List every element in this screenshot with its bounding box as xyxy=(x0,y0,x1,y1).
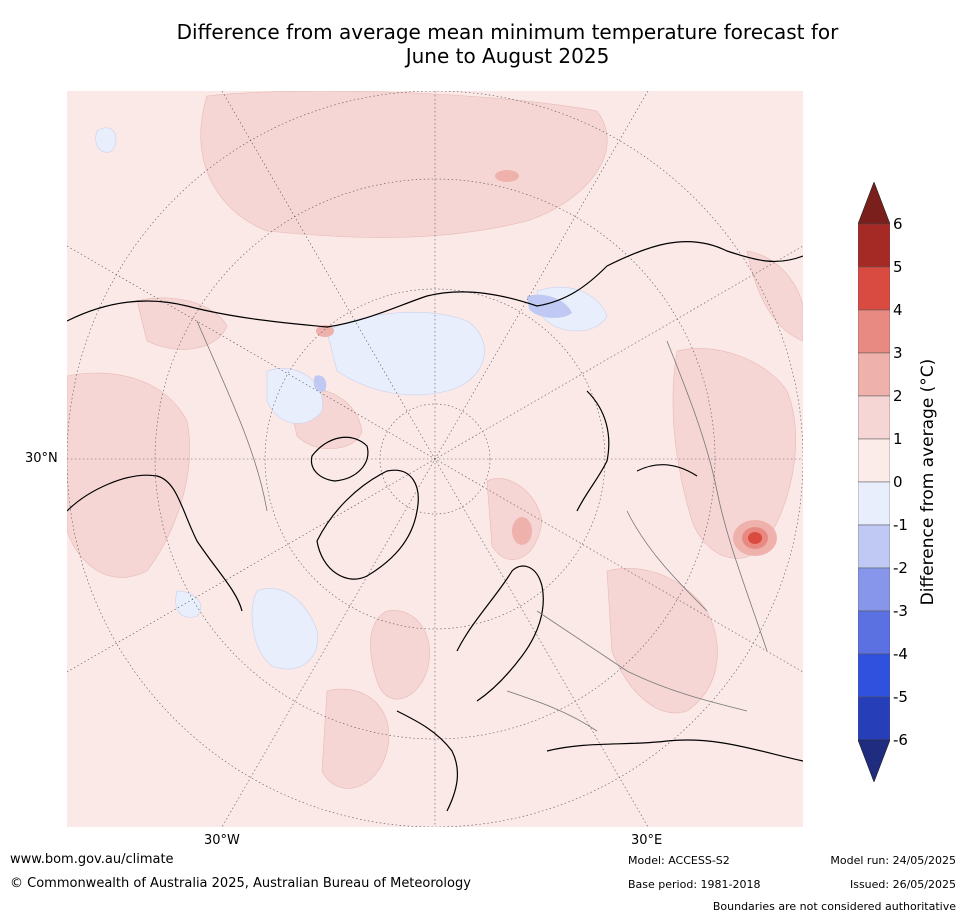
colorbar-tick-label: -6 xyxy=(893,731,908,749)
colorbar-bin xyxy=(857,696,891,741)
colorbar-tick-label: 2 xyxy=(893,387,903,405)
coastlines xyxy=(67,240,803,812)
disclaimer-text: Boundaries are not considered authoritat… xyxy=(712,900,956,913)
colorbar-tick-label: -5 xyxy=(893,688,908,706)
anomaly-minus-1-to-minus-2-regions xyxy=(313,294,572,392)
colorbar-label: Difference from average (°C) xyxy=(918,358,938,606)
lat-label-30n: 30°N xyxy=(25,451,58,466)
lon-label-30w: 30°W xyxy=(204,833,240,848)
colorbar xyxy=(857,181,891,783)
forecast-map[interactable] xyxy=(67,91,803,827)
colorbar-bin xyxy=(857,567,891,612)
colorbar-bin xyxy=(857,352,891,397)
colorbar-tick-label: -2 xyxy=(893,559,908,577)
colorbar-tick-label: 6 xyxy=(893,215,903,233)
colorbar-bin xyxy=(857,481,891,526)
map-title: Difference from average mean minimum tem… xyxy=(60,20,955,68)
colorbar-tick-label: -1 xyxy=(893,516,908,534)
issued-text: Issued: 26/05/2025 xyxy=(849,878,956,891)
colorbar-bin xyxy=(857,266,891,311)
graticule xyxy=(67,91,803,827)
title-line-1: Difference from average mean minimum tem… xyxy=(176,20,839,44)
colorbar-bin xyxy=(857,653,891,698)
colorbar-svg xyxy=(857,181,891,783)
lon-label-30e: 30°E xyxy=(631,833,663,848)
colorbar-tick-label: 4 xyxy=(893,301,903,319)
website-text: www.bom.gov.au/climate xyxy=(10,852,174,867)
title-line-2: June to August 2025 xyxy=(405,44,610,68)
colorbar-tick-label: -4 xyxy=(893,645,908,663)
colorbar-bin xyxy=(857,438,891,483)
colorbar-tick-label: 0 xyxy=(893,473,903,491)
map-svg xyxy=(67,91,803,827)
colorbar-over-arrow xyxy=(857,181,891,225)
anomaly-0-to-minus-1-regions xyxy=(95,127,608,670)
model-text: Model: ACCESS-S2 xyxy=(628,854,730,867)
colorbar-bin xyxy=(857,309,891,354)
copyright-text: © Commonwealth of Australia 2025, Austra… xyxy=(10,876,471,891)
colorbar-bin xyxy=(857,395,891,440)
colorbar-tick-label: 5 xyxy=(893,258,903,276)
country-borders xyxy=(196,320,768,732)
model-run-text: Model run: 24/05/2025 xyxy=(830,854,956,867)
anomaly-1-to-2-regions xyxy=(67,91,803,789)
colorbar-bin xyxy=(857,223,891,268)
base-period-text: Base period: 1981-2018 xyxy=(628,878,761,891)
colorbar-bin xyxy=(857,524,891,569)
colorbar-bin xyxy=(857,610,891,655)
anomaly-hotspots xyxy=(316,170,777,556)
colorbar-tick-label: 1 xyxy=(893,430,903,448)
colorbar-tick-label: -3 xyxy=(893,602,908,620)
colorbar-under-arrow xyxy=(857,739,891,783)
colorbar-tick-label: 3 xyxy=(893,344,903,362)
